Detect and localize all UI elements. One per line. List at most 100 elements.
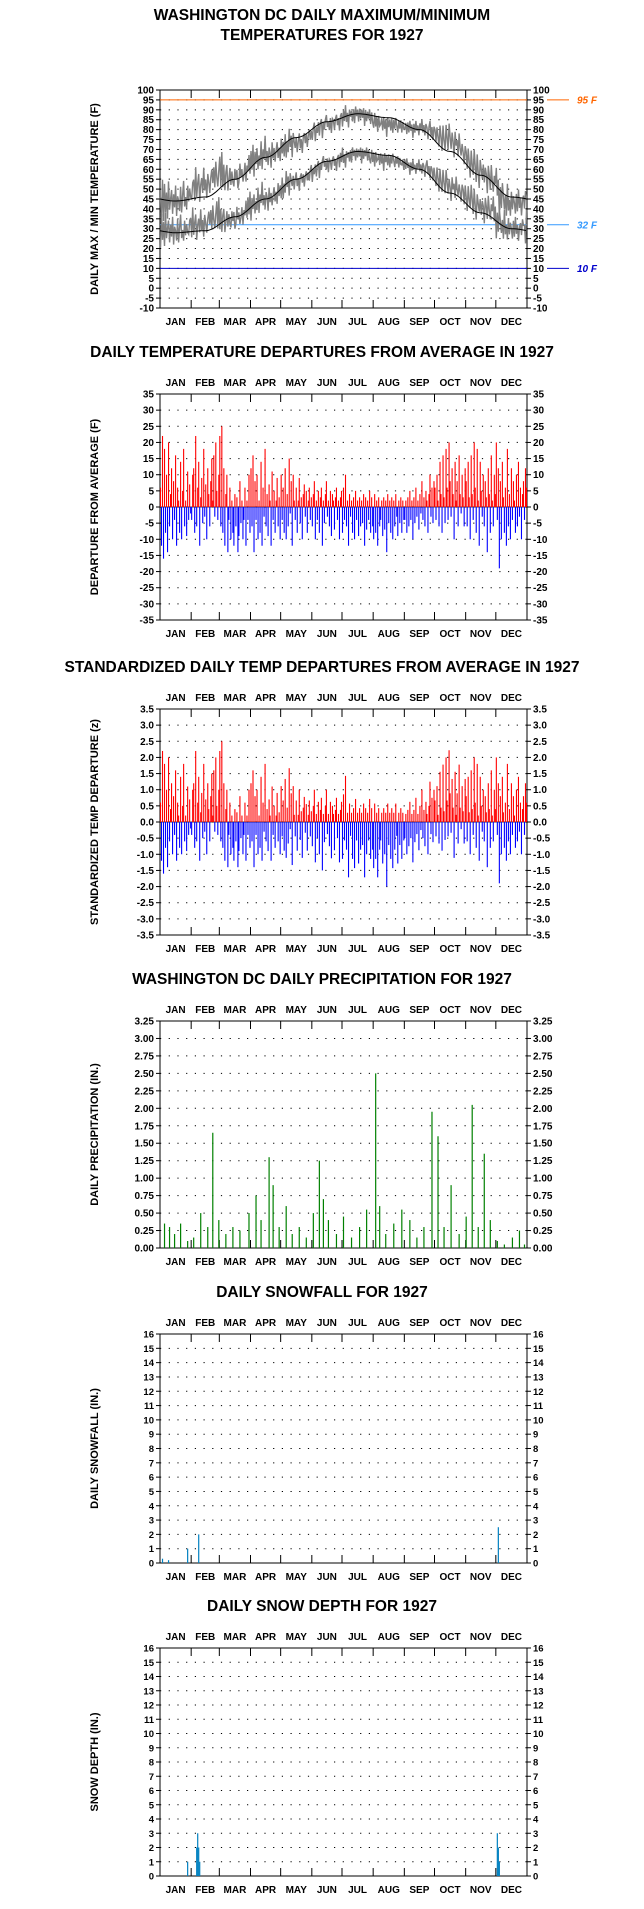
y-tick-label-left: 7: [149, 1458, 154, 1469]
y-tick-label-right: 5: [533, 1487, 539, 1498]
y-tick-label-left: 20: [143, 244, 155, 255]
month-label-top: DEC: [501, 693, 522, 704]
y-tick-label-right: 65: [533, 155, 545, 166]
month-label-top: OCT: [440, 1318, 461, 1329]
y-tick-label-right: 20: [533, 438, 545, 449]
y-tick-label-left: 0.5: [140, 801, 154, 812]
y-tick-label-right: 25: [533, 422, 545, 433]
month-label-top: FEB: [195, 1005, 215, 1016]
y-tick-label-left: 80: [143, 125, 155, 136]
y-tick-label-left: 3.0: [140, 721, 154, 732]
y-tick-label-right: 40: [533, 204, 545, 215]
y-tick-label-left: 5: [148, 486, 154, 497]
y-tick-label-right: 12: [533, 1701, 544, 1712]
month-label-bottom: FEB: [195, 1885, 215, 1896]
chart-title: DAILY TEMPERATURE DEPARTURES FROM AVERAG…: [90, 344, 554, 361]
y-tick-label-left: 1.00: [135, 1174, 155, 1185]
y-tick-label-right: 2: [533, 1843, 538, 1854]
y-tick-label-left: 1.50: [135, 1139, 155, 1150]
y-tick-label-right: 3.5: [533, 705, 547, 716]
y-tick-label-right: 1.00: [533, 1174, 553, 1185]
y-tick-label-left: 0: [148, 284, 154, 295]
y-tick-label-left: 15: [143, 254, 155, 265]
month-label-top: JUL: [348, 1632, 367, 1643]
y-tick-label-left: 8: [149, 1444, 154, 1455]
y-axis-label: STANDARDIZED TEMP DEPARTURE (z): [89, 719, 101, 925]
y-tick-label-left: 30: [143, 224, 155, 235]
month-label-bottom: NOV: [470, 317, 492, 328]
y-tick-label-right: 20: [533, 244, 545, 255]
series-daily-min: [159, 147, 528, 248]
month-label-bottom: JUL: [348, 317, 367, 328]
month-label-bottom: JUL: [348, 1885, 367, 1896]
y-tick-label-right: 16: [533, 1330, 544, 1341]
month-label-top: FEB: [195, 1632, 215, 1643]
month-label-top: AUG: [378, 1318, 400, 1329]
month-label-top: DEC: [501, 1632, 522, 1643]
month-label-top: APR: [255, 1318, 277, 1329]
y-axis-label: DAILY SNOWFALL (IN.): [89, 1388, 101, 1509]
y-tick-label-right: 35: [533, 390, 545, 401]
y-tick-label-left: 10: [143, 1729, 154, 1740]
y-tick-label-right: -1.5: [533, 866, 551, 877]
month-label-bottom: SEP: [409, 1885, 429, 1896]
y-tick-label-right: -3.0: [533, 914, 551, 925]
month-label-bottom: MAY: [286, 317, 308, 328]
y-tick-label-left: 60: [143, 165, 155, 176]
y-tick-label-right: -2.0: [533, 882, 551, 893]
month-label-bottom: OCT: [440, 944, 461, 955]
month-label-top: MAY: [286, 378, 308, 389]
y-tick-label-left: 0: [148, 503, 154, 514]
month-label-bottom: JUN: [317, 1257, 337, 1268]
y-tick-label-left: 90: [143, 105, 155, 116]
month-label-top: MAY: [286, 1318, 308, 1329]
month-label-bottom: MAR: [224, 317, 248, 328]
y-tick-label-right: 0.25: [533, 1226, 553, 1237]
y-tick-label-left: 2.00: [135, 1104, 155, 1115]
month-label-top: AUG: [378, 693, 400, 704]
month-label-top: JUN: [317, 1632, 337, 1643]
month-label-bottom: JAN: [166, 1572, 186, 1583]
y-tick-label-left: 2.0: [140, 753, 154, 764]
month-label-top: OCT: [440, 1632, 461, 1643]
month-label-top: JUL: [348, 693, 367, 704]
month-label-bottom: MAR: [224, 1572, 248, 1583]
month-label-top: MAR: [224, 1005, 248, 1016]
y-tick-label-right: 2.50: [533, 1069, 553, 1080]
month-label-bottom: MAY: [286, 1257, 308, 1268]
y-tick-label-left: 4: [149, 1815, 155, 1826]
y-tick-label-right: 11: [533, 1401, 544, 1412]
y-tick-label-right: 5: [533, 1800, 539, 1811]
month-label-top: JUN: [317, 1318, 337, 1329]
y-tick-label-right: 5: [533, 486, 539, 497]
y-tick-label-right: 2.0: [533, 753, 547, 764]
y-tick-label-right: 0.5: [533, 801, 547, 812]
y-tick-label-left: -15: [140, 551, 155, 562]
month-label-top: OCT: [440, 1005, 461, 1016]
month-label-bottom: SEP: [409, 1257, 429, 1268]
month-label-bottom: MAY: [286, 629, 308, 640]
y-tick-label-left: 3: [149, 1829, 154, 1840]
y-tick-label-right: 7: [533, 1772, 538, 1783]
y-tick-label-right: 0.75: [533, 1191, 553, 1202]
y-tick-label-right: -30: [533, 599, 548, 610]
y-tick-label-left: 15: [143, 1344, 154, 1355]
y-tick-label-right: 2.5: [533, 737, 547, 748]
month-label-bottom: AUG: [378, 1257, 400, 1268]
month-label-top: JUN: [317, 1005, 337, 1016]
y-tick-label-left: 50: [143, 185, 155, 196]
y-tick-label-right: -20: [533, 567, 548, 578]
month-label-top: FEB: [195, 378, 215, 389]
y-tick-label-right: 2: [533, 1530, 538, 1541]
y-tick-label-left: 85: [143, 115, 155, 126]
chart-title: DAILY SNOW DEPTH FOR 1927: [207, 1598, 437, 1615]
month-label-top: JAN: [166, 1318, 186, 1329]
month-label-bottom: MAR: [224, 629, 248, 640]
y-tick-label-left: -1.0: [137, 850, 155, 861]
month-label-bottom: JUL: [348, 944, 367, 955]
y-tick-label-left: 2.5: [140, 737, 154, 748]
y-tick-label-left: 12: [143, 1387, 154, 1398]
month-label-bottom: OCT: [440, 317, 461, 328]
y-tick-label-left: 15: [143, 1658, 154, 1669]
